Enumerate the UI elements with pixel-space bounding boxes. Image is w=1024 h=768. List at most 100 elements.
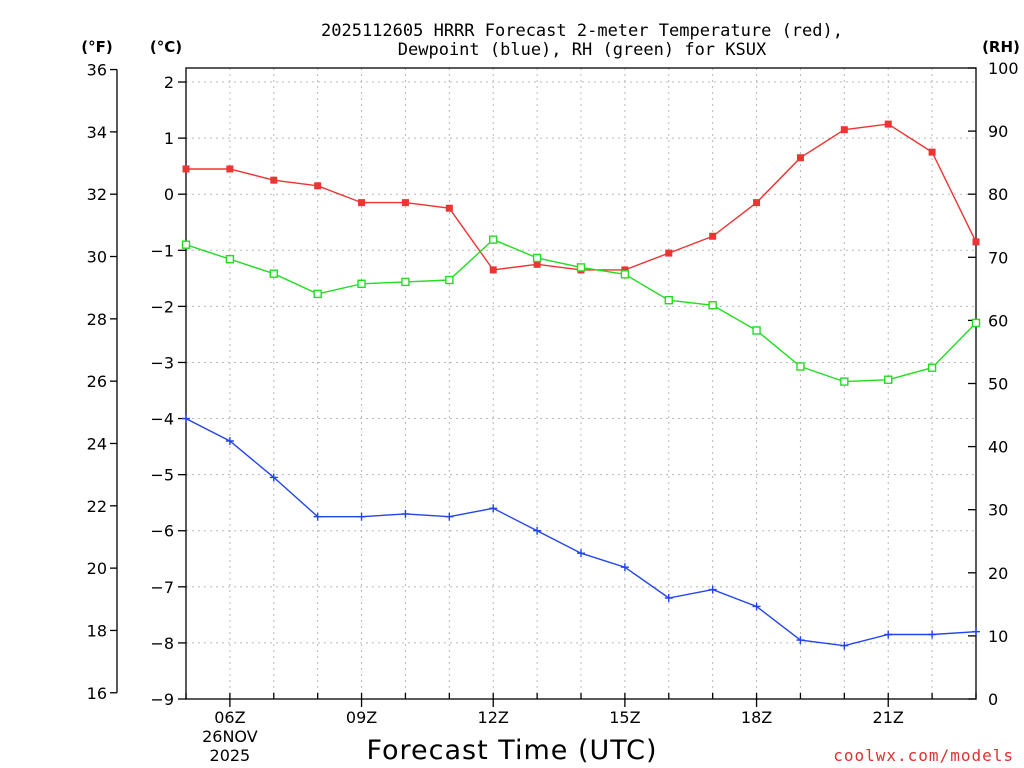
rh-point: [927, 363, 937, 372]
x-tick-label: 18Z: [741, 708, 772, 727]
rh-point: [445, 275, 454, 285]
x-axis-label: Forecast Time (UTC): [366, 735, 657, 766]
dewpoint-point: [445, 512, 454, 521]
fahrenheit-tick-label: 32: [87, 185, 107, 204]
x-tick-date-label: 26NOV: [202, 727, 258, 746]
2-meter-temperature-point: [358, 199, 366, 207]
celsius-tick-label: −6: [150, 522, 174, 541]
rh-unit-label: (RH): [982, 38, 1020, 56]
fahrenheit-unit-label: (°F): [81, 38, 112, 56]
2-meter-temperature-point: [709, 232, 717, 240]
data-series: [181, 120, 981, 650]
celsius-tick-label: 2: [164, 73, 174, 92]
dewpoint-point: [577, 549, 585, 558]
rh-point: [796, 362, 805, 371]
2-meter-temperature-point: [621, 266, 629, 274]
rh-point: [401, 277, 410, 287]
rh-tick-label: 10: [988, 627, 1008, 646]
rh-point: [884, 375, 893, 384]
rh-point: [971, 318, 981, 328]
2-meter-temperature-point: [445, 204, 453, 212]
chart-title-line-2: Dewpoint (blue), RH (green) for KSUX: [398, 40, 767, 60]
dewpoint-point: [269, 473, 278, 482]
2-meter-temperature-point: [401, 199, 409, 207]
chart-title-line-1: 2025112605 HRRR Forecast 2-meter Tempera…: [321, 21, 843, 41]
2-meter-temperature-point: [840, 126, 848, 134]
rh-tick-label: 0: [988, 690, 998, 709]
celsius-tick-label: 0: [164, 185, 174, 204]
rh-tick-label: 30: [988, 501, 1008, 520]
celsius-tick-label: −8: [150, 634, 174, 653]
x-tick-label: 21Z: [873, 708, 904, 727]
dewpoint-point: [884, 630, 893, 639]
x-tick-label: 12Z: [478, 708, 509, 727]
2-meter-temperature-point: [665, 249, 673, 257]
fahrenheit-tick-label: 20: [87, 559, 107, 578]
2-meter-temperature-point: [489, 266, 497, 274]
rh-point: [752, 326, 761, 335]
celsius-tick-label: −1: [150, 241, 174, 260]
rh-point: [225, 254, 235, 264]
x-tick-label: 06Z: [214, 708, 245, 727]
dewpoint-point: [313, 512, 322, 521]
rh-point: [576, 263, 586, 272]
2-meter-temperature-point: [226, 165, 234, 173]
rh-tick-label: 40: [988, 438, 1008, 457]
rh-point: [489, 235, 498, 244]
rh-point: [664, 296, 673, 305]
celsius-tick-label: −5: [150, 466, 174, 485]
dewpoint-point: [489, 504, 498, 513]
dewpoint-point: [972, 627, 980, 636]
rh-tick-label: 100: [988, 59, 1019, 78]
rh-point: [269, 269, 278, 278]
rh-tick-label: 90: [988, 122, 1008, 141]
dewpoint-point: [796, 636, 805, 645]
2-meter-temperature-point: [270, 176, 278, 184]
dewpoint-point: [357, 512, 366, 521]
celsius-tick-label: −2: [150, 297, 174, 316]
fahrenheit-tick-label: 28: [87, 310, 107, 329]
rh-point: [313, 289, 322, 299]
dewpoint-point: [533, 526, 542, 535]
rh-tick-label: 60: [988, 311, 1008, 330]
rh-tick-label: 50: [988, 375, 1008, 394]
fahrenheit-tick-label: 36: [87, 61, 107, 80]
dewpoint-point: [752, 602, 761, 611]
fahrenheit-tick-label: 34: [87, 123, 107, 142]
fahrenheit-tick-label: 24: [87, 434, 107, 453]
dewpoint-point: [708, 585, 717, 594]
rh-tick-label: 20: [988, 564, 1008, 583]
plot-frame: [185, 67, 977, 700]
fahrenheit-tick-label: 16: [87, 684, 107, 703]
dewpoint-point: [225, 436, 234, 445]
celsius-tick-label: −9: [150, 690, 174, 709]
rh-point: [532, 253, 542, 263]
2-meter-temperature-point: [753, 199, 761, 207]
dewpoint-point: [401, 509, 410, 518]
fahrenheit-tick-label: 22: [87, 497, 107, 516]
rh-tick-label: 70: [988, 248, 1008, 267]
2-meter-temperature-point: [796, 154, 804, 162]
celsius-tick-label: −7: [150, 578, 174, 597]
2-meter-temperature-point: [972, 238, 980, 246]
2-meter-temperature-point: [884, 120, 892, 128]
rh-point: [357, 279, 366, 289]
2-meter-temperature-point: [182, 165, 190, 173]
dewpoint-point: [620, 563, 629, 572]
rh-point: [620, 270, 630, 279]
dewpoint-point: [664, 594, 673, 603]
x-tick-label: 15Z: [609, 708, 640, 727]
celsius-tick-label: −3: [150, 353, 174, 372]
celsius-tick-label: −4: [150, 410, 174, 429]
rh-point: [181, 240, 191, 249]
2-meter-temperature-point: [928, 148, 936, 156]
fahrenheit-tick-label: 30: [87, 248, 107, 267]
celsius-unit-label: (°C): [150, 38, 182, 56]
fahrenheit-tick-label: 18: [87, 621, 107, 640]
rh-point: [840, 377, 849, 386]
dewpoint-point: [840, 641, 849, 650]
credit-watermark: coolwx.com/models: [833, 746, 1014, 765]
gridlines: [186, 68, 976, 699]
x-tick-label: 09Z: [346, 708, 377, 727]
x-tick-date-label: 2025: [210, 746, 251, 765]
